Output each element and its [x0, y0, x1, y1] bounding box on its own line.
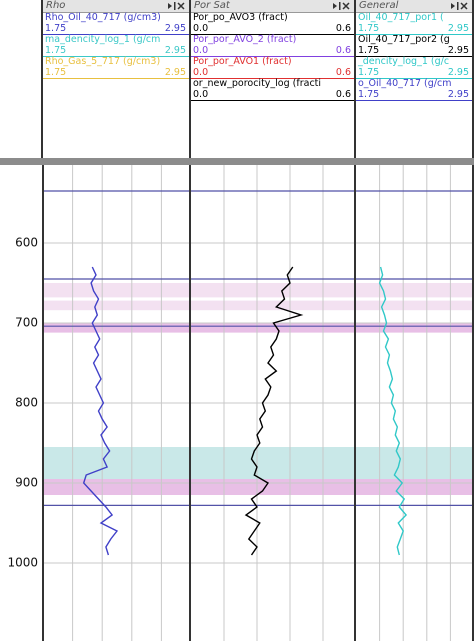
- depth-header: [0, 0, 43, 158]
- curve-name: or_new_porocity_log (fracti: [193, 78, 322, 89]
- curve-range: 0.0 0.6: [191, 66, 354, 79]
- curve-range: 0.0 0.6: [191, 88, 354, 101]
- curve-name: Oil_40_717_por1 (: [358, 12, 444, 23]
- curve-range: 1.75 2.95: [43, 66, 189, 79]
- range-max: 0.6: [335, 88, 351, 100]
- curve-name: o_Oil_40_717 (g/cm: [358, 78, 452, 89]
- track-header: Por Sat Por_po_AVO3 (fract) 0.0 0.6 Por_por_…: [191, 0, 356, 158]
- range-min: 1.75: [45, 66, 67, 78]
- log-curve: [82, 266, 119, 556]
- range-max: 2.95: [164, 66, 186, 78]
- curve-range: 1.75 2.95: [356, 44, 472, 57]
- curve-name: Rho_Oil_40_717 (g/cm3): [45, 12, 161, 23]
- track-controls[interactable]: [450, 1, 470, 11]
- curve-name: ma_dencity_log_1 (g/cm: [45, 34, 161, 45]
- range-max: 0.6: [335, 66, 351, 78]
- range-min: 0.0: [193, 44, 209, 56]
- range-min: 0.0: [193, 88, 209, 100]
- range-max: 2.95: [447, 22, 469, 34]
- log-curve: [378, 266, 408, 556]
- curve-range: 0.0 0.6: [191, 22, 354, 35]
- track-controls[interactable]: [332, 1, 352, 11]
- depth-panel: [0, 165, 43, 641]
- curve-range: 1.75 2.95: [356, 88, 472, 101]
- range-max: 0.6: [335, 44, 351, 56]
- range-min: 1.75: [358, 66, 380, 78]
- zone: [43, 300, 474, 311]
- range-max: 2.95: [447, 88, 469, 100]
- curve-name: Por_por_AVO1 (fract): [193, 56, 292, 67]
- curve-range: 0.0 0.6: [191, 44, 354, 57]
- curve-name: Oil_40_717_por2 (g: [358, 34, 450, 45]
- zone: [43, 323, 474, 333]
- range-min: 1.75: [358, 44, 380, 56]
- curve-range: 1.75 2.95: [43, 22, 189, 35]
- depth-label: 700: [15, 316, 38, 330]
- track-controls[interactable]: [167, 1, 187, 11]
- range-min: 1.75: [358, 88, 380, 100]
- curve-name: Rho_Gas_5_717 (g/cm3): [45, 56, 161, 67]
- depth-label: 1000: [7, 556, 38, 570]
- depth-label: 800: [15, 396, 38, 410]
- zone: [43, 447, 474, 479]
- curve-name: Por_po_AVO3 (fract): [193, 12, 288, 23]
- range-max: 2.95: [164, 22, 186, 34]
- curve-name: Por_por_AVO_2 (fract): [193, 34, 297, 45]
- zone: [43, 479, 474, 495]
- depth-label: 600: [15, 236, 38, 250]
- curve-name: _dencity_log_1 (g/c: [358, 56, 450, 67]
- curve-range: 1.75 2.95: [356, 22, 472, 35]
- range-min: 0.0: [193, 66, 209, 78]
- track-title-text: Por Sat: [194, 0, 230, 11]
- track-title-text: General: [359, 0, 399, 11]
- track-title-text: Rho: [46, 0, 66, 11]
- track-header: General Oil_40_717_por1 (1.75 2.95 Oil_40_7…: [356, 0, 474, 158]
- track-title: Rho: [43, 0, 189, 13]
- range-min: 1.75: [45, 22, 67, 34]
- range-min: 1.75: [45, 44, 67, 56]
- range-min: 1.75: [358, 22, 380, 34]
- curve-range: 1.75 2.95: [356, 66, 472, 79]
- track-title: General: [356, 0, 472, 13]
- track-title: Por Sat: [191, 0, 354, 13]
- range-min: 0.0: [193, 22, 209, 34]
- zone: [43, 283, 474, 298]
- depth-label: 900: [15, 476, 38, 490]
- range-max: 0.6: [335, 22, 351, 34]
- range-max: 2.95: [447, 44, 469, 56]
- range-max: 2.95: [447, 66, 469, 78]
- track-header: Rho Rho_Oil_40_717 (g/cm3) 1.75 2.95 ma_denc…: [43, 0, 191, 158]
- curve-range: 1.75 2.95: [43, 44, 189, 57]
- range-max: 2.95: [164, 44, 186, 56]
- log-curve: [244, 266, 304, 556]
- log-plot: 600 700 800 900 1000: [0, 165, 474, 641]
